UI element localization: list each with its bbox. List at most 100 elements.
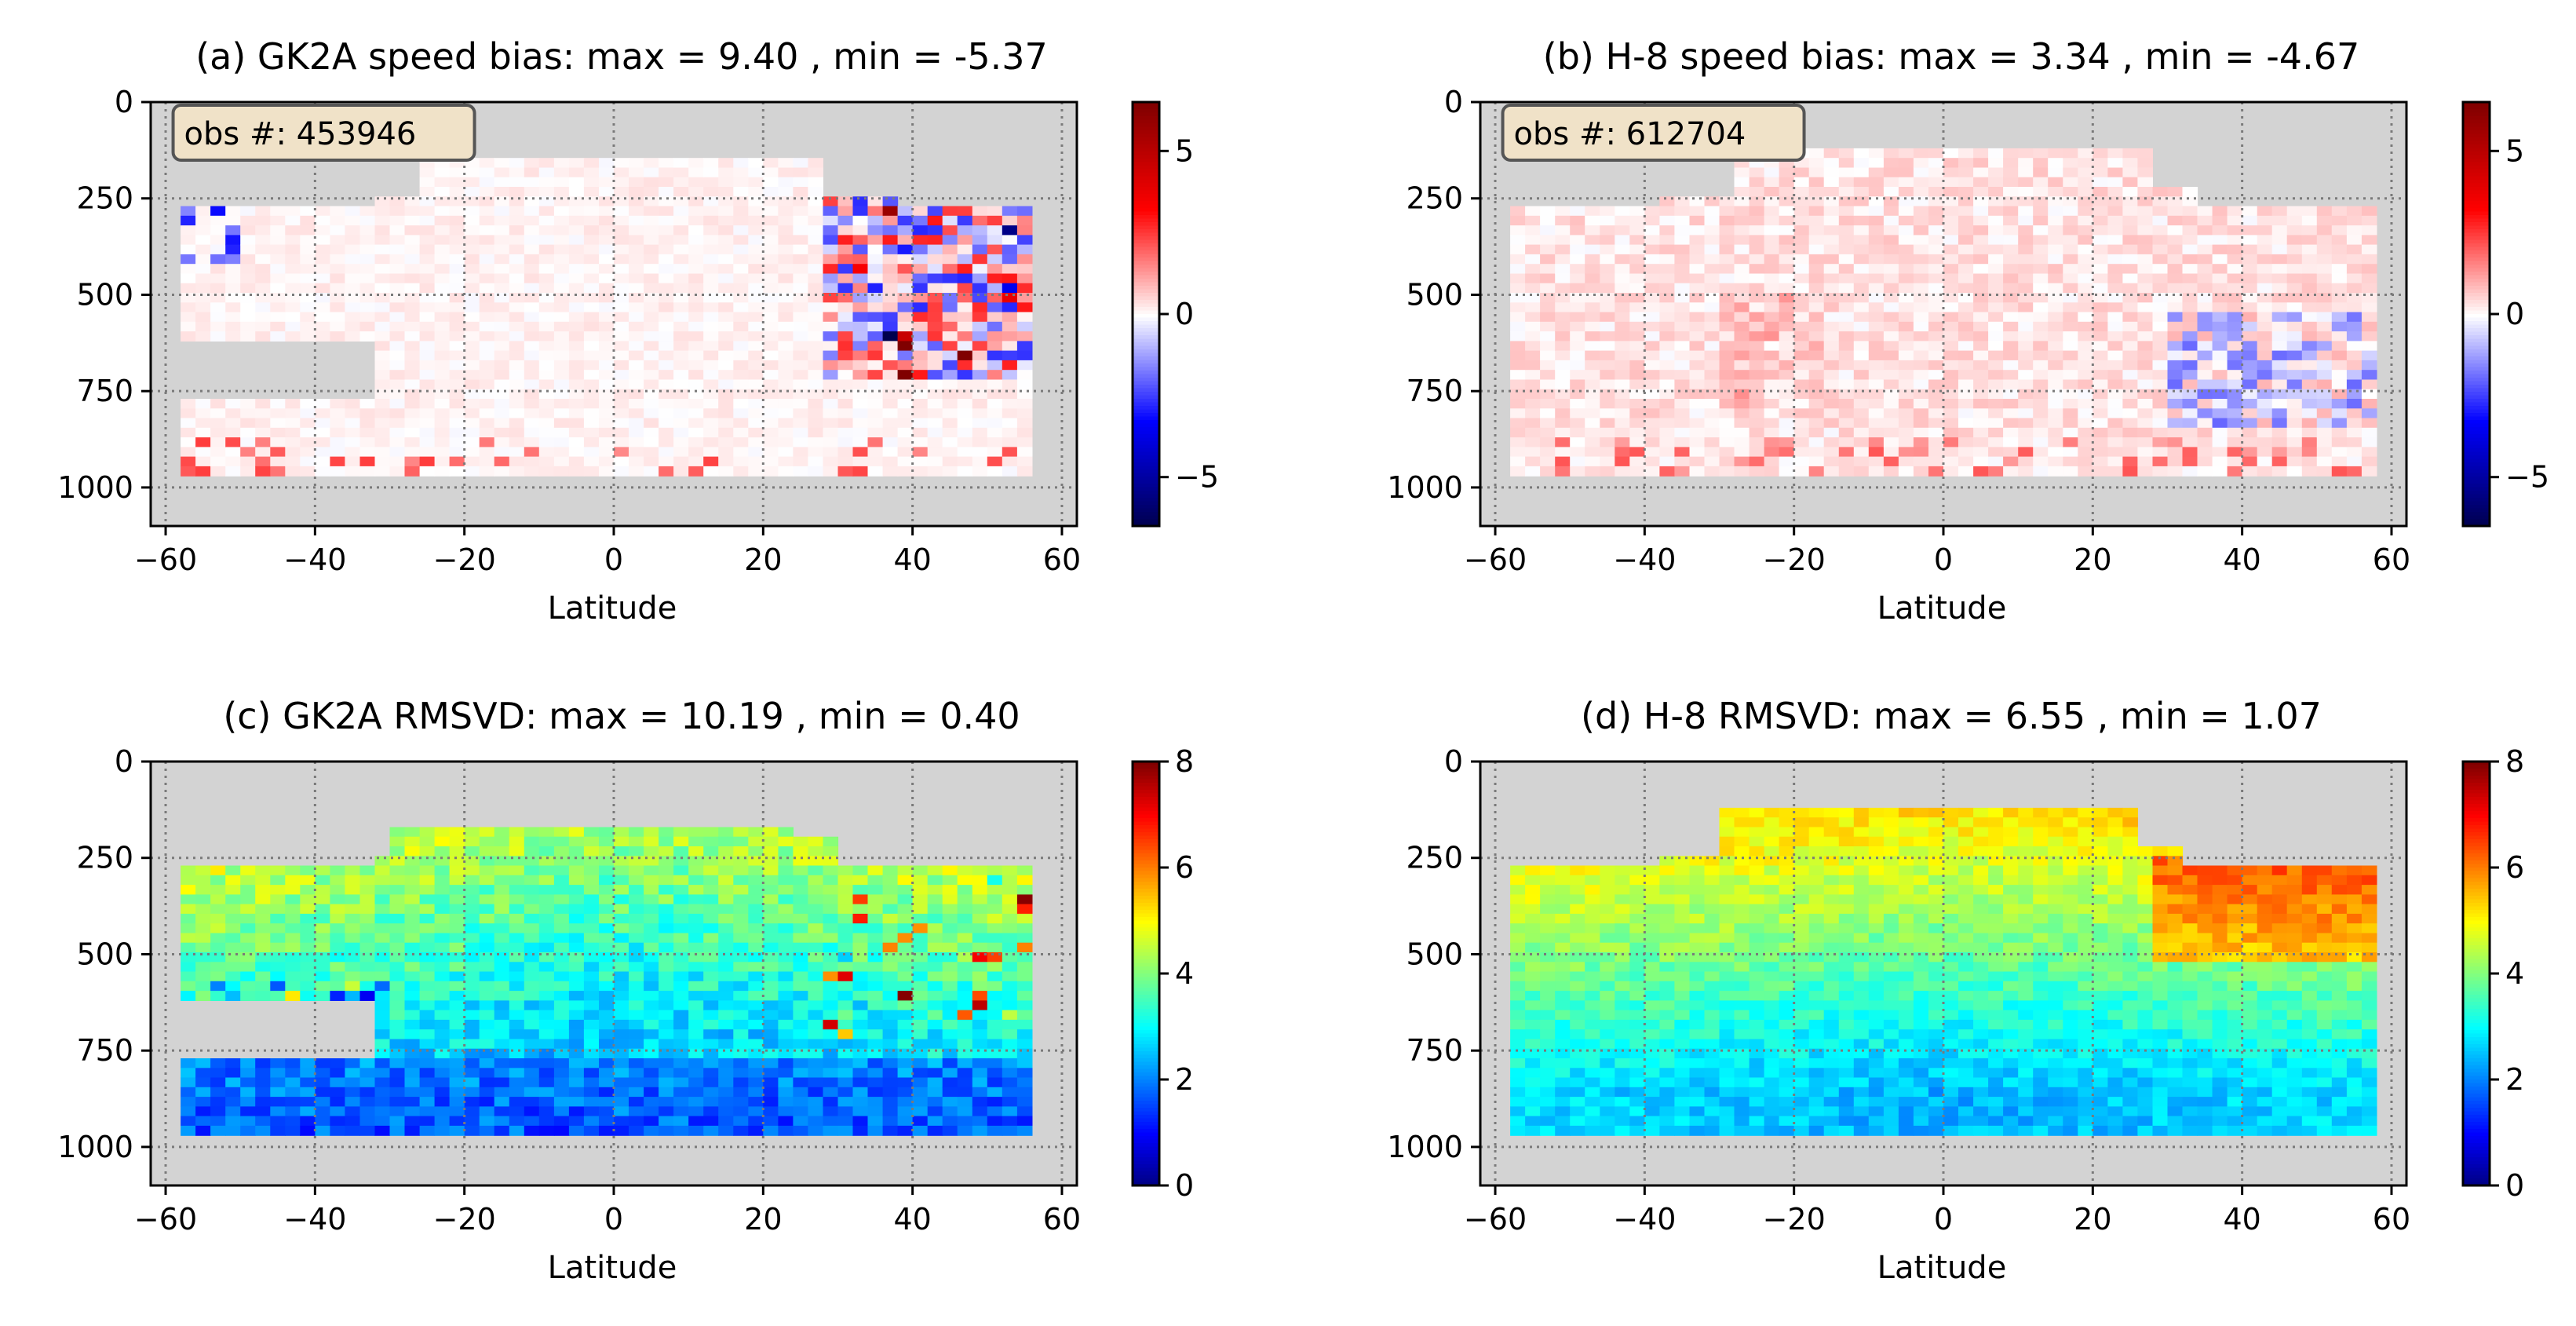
heatmap-cell [479, 894, 495, 905]
heatmap-cell [1868, 148, 1885, 159]
heatmap-cell [1764, 225, 1780, 236]
heatmap-cell [1615, 437, 1630, 447]
heatmap-cell [2182, 341, 2198, 352]
heatmap-cell [270, 447, 286, 458]
heatmap-cell [494, 1019, 510, 1030]
heatmap-cell [1570, 447, 1585, 458]
heatmap-cell [374, 437, 391, 447]
heatmap-cell [2227, 235, 2243, 246]
heatmap-cell [330, 437, 345, 447]
heatmap-cell [255, 399, 271, 409]
heatmap-cell [673, 427, 689, 438]
heatmap-cell [538, 1058, 555, 1068]
heatmap-cell [1570, 264, 1585, 275]
heatmap-cell [1600, 408, 1615, 419]
heatmap-cell [2331, 427, 2348, 438]
heatmap-cell [659, 341, 674, 352]
heatmap-cell [583, 206, 600, 217]
heatmap-cell [2122, 379, 2138, 390]
heatmap-cell [1555, 389, 1571, 400]
heatmap-cell [2182, 264, 2198, 275]
heatmap-cell [1510, 302, 1526, 313]
heatmap-cell [2271, 254, 2288, 265]
heatmap-cell [1704, 264, 1720, 275]
heatmap-cell [1808, 302, 1825, 313]
heatmap-cell [404, 885, 421, 895]
heatmap-cell [464, 942, 480, 953]
heatmap-cell [733, 875, 749, 886]
heatmap-cell [2212, 264, 2228, 275]
heatmap-cell [2286, 418, 2303, 429]
heatmap-cell [1913, 264, 1929, 275]
heatmap-cell [748, 856, 764, 867]
heatmap-cell [823, 312, 839, 323]
heatmap-cell [2003, 225, 2019, 236]
heatmap-cell [2033, 158, 2049, 169]
heatmap-cell [509, 1097, 525, 1107]
heatmap-cell [300, 254, 316, 265]
heatmap-cell [538, 1106, 555, 1117]
heatmap-cell [1943, 177, 1959, 188]
heatmap-cell [2212, 399, 2228, 409]
heatmap-cell [703, 235, 719, 246]
heatmap-cell [882, 206, 899, 217]
heatmap-cell [1883, 206, 1899, 217]
colorbar-segment [2463, 144, 2490, 149]
heatmap-cell [644, 865, 659, 876]
heatmap-cell [1719, 244, 1735, 255]
heatmap-cell [1674, 235, 1690, 246]
heatmap-cell [2018, 244, 2034, 255]
heatmap-cell [703, 264, 719, 275]
heatmap-cell [1868, 466, 1885, 477]
heatmap-cell [2346, 379, 2363, 390]
heatmap-cell [703, 360, 719, 371]
heatmap-cell [927, 283, 943, 294]
heatmap-cell [240, 447, 256, 458]
heatmap-cell [1838, 370, 1855, 381]
heatmap-cell [1585, 302, 1600, 313]
heatmap-cell [195, 466, 211, 477]
colorbar-segment [1133, 148, 1159, 152]
heatmap-cell [404, 904, 421, 915]
colorbar-segment [1133, 173, 1159, 177]
heatmap-cell [389, 447, 406, 458]
heatmap-cell [1764, 312, 1780, 323]
heatmap-cell [449, 1058, 465, 1068]
heatmap-cell [464, 437, 480, 447]
heatmap-cell [703, 894, 719, 905]
heatmap-cell [808, 225, 823, 236]
heatmap-cell [434, 283, 451, 294]
heatmap-cell [718, 370, 734, 381]
heatmap-cell [568, 283, 585, 294]
heatmap-cell [1570, 312, 1585, 323]
heatmap-cell [1525, 466, 1541, 477]
heatmap-cell [1600, 456, 1615, 467]
heatmap-cell [2316, 370, 2333, 381]
heatmap-cell [479, 1125, 495, 1136]
heatmap-cell [315, 408, 330, 419]
heatmap-cell [1525, 456, 1541, 467]
heatmap-cell [1943, 389, 1959, 400]
colorbar-segment [2463, 349, 2490, 354]
heatmap-cell [1764, 331, 1780, 342]
heatmap-cell [837, 206, 854, 217]
heatmap-cell [644, 827, 659, 838]
heatmap-cell [629, 827, 644, 838]
heatmap-cell [1808, 206, 1825, 217]
heatmap-cell [583, 302, 600, 313]
heatmap-cell [823, 466, 839, 477]
heatmap-cell [1016, 456, 1033, 467]
heatmap-cell [285, 1116, 301, 1127]
heatmap-cell [614, 1068, 629, 1079]
heatmap-cell [778, 408, 794, 419]
heatmap-cell [479, 447, 495, 458]
heatmap-cell [793, 885, 808, 895]
heatmap-cell [419, 1048, 436, 1059]
heatmap-cell [2242, 418, 2258, 429]
heatmap-cell [2167, 244, 2184, 255]
heatmap-cell [359, 427, 376, 438]
heatmap-cell [538, 962, 555, 973]
heatmap-cell [315, 1077, 330, 1088]
heatmap-cell [1719, 331, 1735, 342]
heatmap-cell [823, 456, 839, 467]
